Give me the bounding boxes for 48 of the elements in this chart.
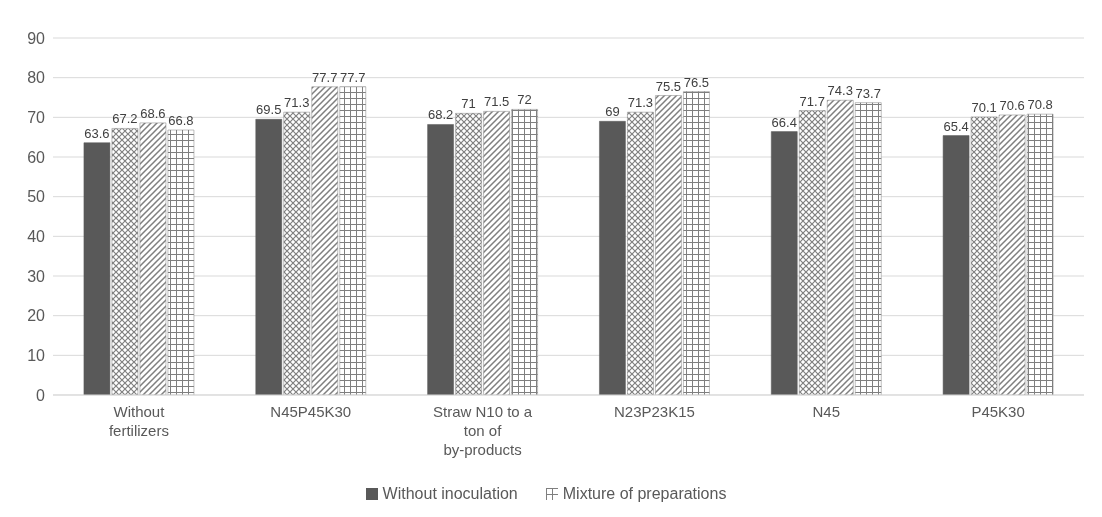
data-label: 77.7 [312,69,338,85]
legend-label: Mixture of preparations [561,485,727,503]
y-tick-label: 60 [27,148,46,166]
bar [942,135,970,395]
data-label: 65.4 [943,118,969,134]
y-tick-label: 30 [27,267,46,285]
data-label: 71.3 [627,95,654,111]
data-label: 77.7 [340,69,366,85]
data-label: 75.5 [655,78,682,94]
data-label: 67.2 [112,111,138,127]
data-label: 70.8 [1027,97,1053,113]
data-label: 71.7 [799,93,825,109]
data-label: 66.8 [168,113,194,129]
data-label: 76.5 [683,74,710,90]
bar [255,119,283,395]
y-tick-label: 40 [27,228,46,246]
data-label: 68.2 [427,107,454,123]
y-tick-label: 50 [27,188,46,206]
y-tick-label: 80 [27,69,46,87]
data-label: 72 [517,92,532,108]
data-label: 66.4 [771,114,797,130]
data-label: 71 [461,96,476,112]
y-tick-label: 0 [36,386,46,404]
data-label: 73.7 [855,85,881,101]
y-tick-label: 20 [27,307,46,325]
x-tick-label: Straw N10 to a ton of by-products [432,403,533,458]
data-label: 63.6 [84,125,110,141]
data-label: 74.3 [827,83,853,99]
x-tick-label: N45P45K30 [270,403,352,420]
bar [83,142,111,395]
y-tick-label: 90 [27,29,46,47]
data-label: 70.1 [971,99,997,115]
data-label: 68.6 [140,105,166,121]
data-label: 71.3 [284,95,310,111]
x-tick-label: Without fertilizers [108,403,169,439]
data-label: 69 [605,104,620,120]
legend-label: Without inoculation [381,485,518,503]
y-tick-label: 70 [27,109,46,127]
bar [771,131,798,395]
x-tick-label: N23P23K15 [613,403,695,420]
y-tick-label: 10 [27,347,46,365]
data-label: 71.5 [483,94,510,110]
data-label: 70.6 [999,97,1025,113]
data-label: 69.5 [256,102,282,118]
bar [599,121,626,395]
x-tick-label: P45K30 [971,403,1025,420]
x-tick-label: N45 [812,403,841,420]
bar [427,124,454,395]
